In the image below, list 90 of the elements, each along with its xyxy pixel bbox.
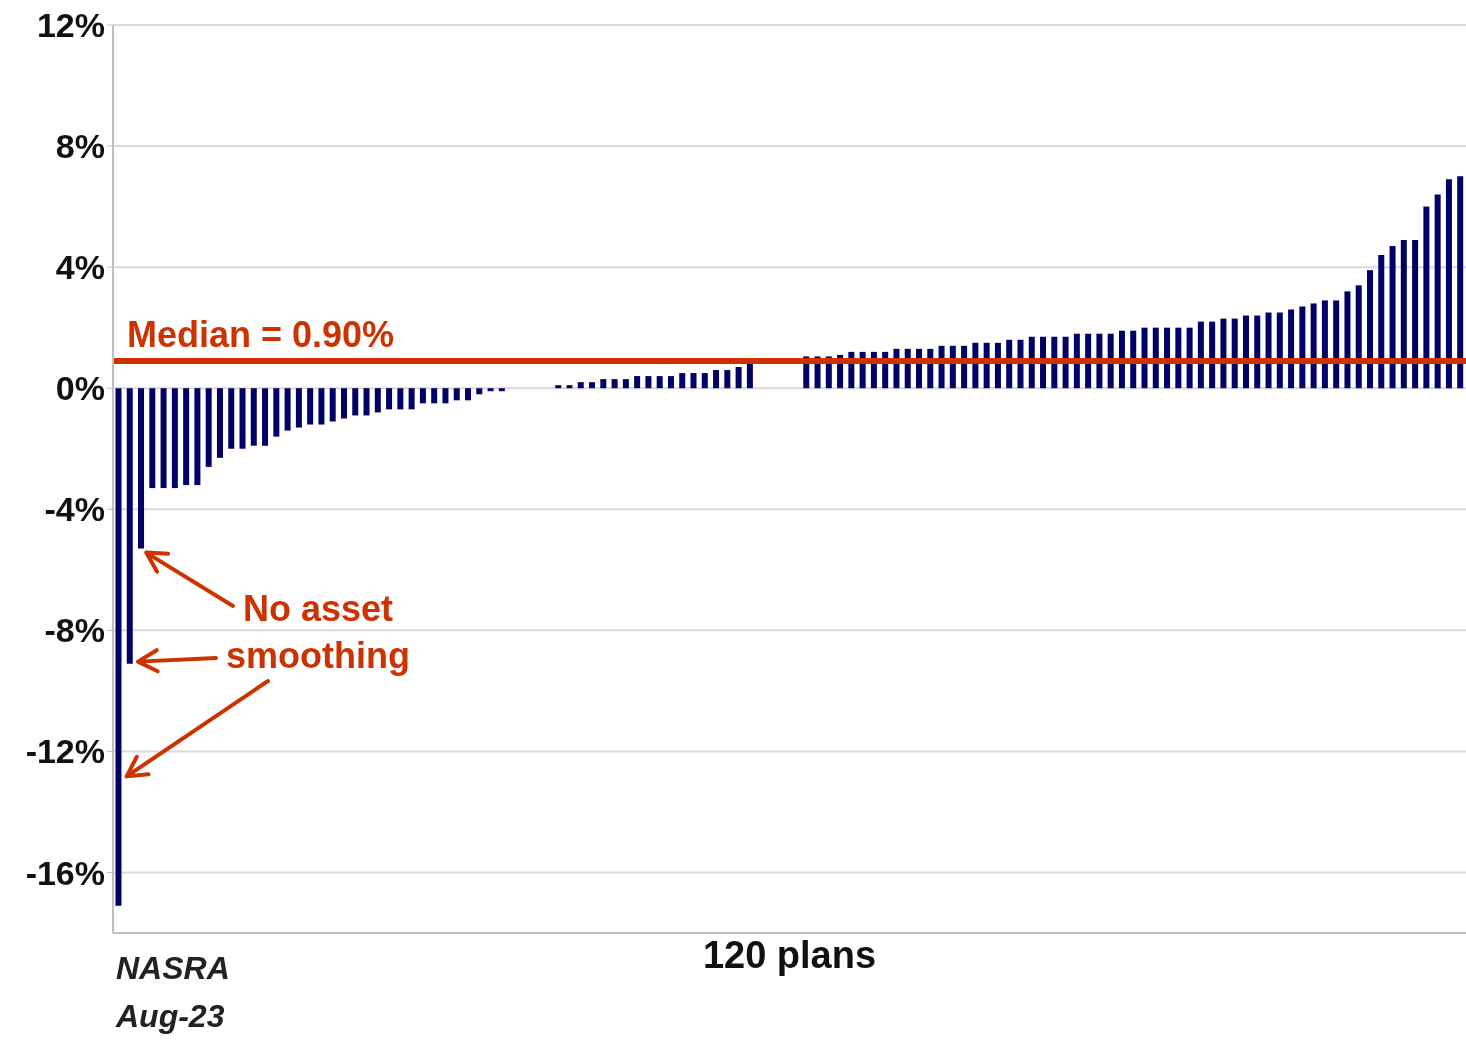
bar xyxy=(1276,312,1283,389)
bar xyxy=(171,388,178,489)
bar xyxy=(566,385,573,389)
bar xyxy=(1242,315,1249,389)
bar xyxy=(622,379,629,389)
bar xyxy=(487,388,494,392)
bar xyxy=(1400,239,1407,389)
bar xyxy=(386,388,393,410)
bar xyxy=(1288,309,1295,389)
bar xyxy=(1367,270,1374,389)
bar xyxy=(498,388,505,392)
bar xyxy=(419,388,426,404)
bar xyxy=(453,388,460,401)
bar xyxy=(1412,239,1419,389)
bar xyxy=(1220,318,1227,389)
bar xyxy=(1299,306,1306,389)
y-tick-label: -12% xyxy=(25,732,105,771)
bar xyxy=(194,388,201,486)
bar xyxy=(701,373,708,389)
bar xyxy=(431,388,438,404)
y-tick-label: 8% xyxy=(55,127,105,166)
bar xyxy=(656,376,663,389)
bar xyxy=(1434,194,1441,389)
bar xyxy=(667,376,674,389)
bar xyxy=(363,388,370,416)
annotation: No asset smoothing xyxy=(225,587,411,678)
bar xyxy=(1344,291,1351,389)
bar xyxy=(262,388,269,446)
ref-line-label: Median = 0.90% xyxy=(127,313,395,355)
bar xyxy=(250,388,257,446)
bar xyxy=(329,388,336,422)
bar xyxy=(205,388,212,467)
bar xyxy=(216,388,223,458)
bar xyxy=(634,376,641,389)
bar xyxy=(397,388,404,410)
bar xyxy=(160,388,167,489)
bar xyxy=(735,367,742,389)
text: Aug-23 xyxy=(116,997,226,1036)
y-tick-label: 0% xyxy=(55,369,105,408)
bar xyxy=(1445,179,1452,389)
bar xyxy=(340,388,347,419)
bar xyxy=(1265,312,1272,389)
bar xyxy=(690,373,697,389)
bar xyxy=(679,373,686,389)
bar xyxy=(555,385,562,389)
bar xyxy=(645,376,652,389)
bar xyxy=(746,363,753,389)
bar xyxy=(724,370,731,389)
y-tick-label: 12% xyxy=(36,6,105,45)
bar xyxy=(1231,318,1238,389)
bar xyxy=(1209,321,1216,389)
bar xyxy=(1457,176,1464,389)
bar xyxy=(1389,245,1396,389)
bar xyxy=(476,388,483,395)
bar xyxy=(1310,303,1317,389)
bar xyxy=(1355,285,1362,389)
y-tick-label: -4% xyxy=(44,490,105,529)
bar xyxy=(239,388,246,449)
bar xyxy=(1333,300,1340,389)
bar xyxy=(442,388,449,404)
bar xyxy=(465,388,472,401)
bar xyxy=(126,388,133,664)
y-tick-label: -8% xyxy=(44,611,105,650)
bar xyxy=(1378,255,1385,389)
bar xyxy=(352,388,359,416)
bar xyxy=(1254,315,1261,389)
bar xyxy=(611,379,618,389)
bar xyxy=(183,388,190,486)
bar xyxy=(115,388,122,906)
bar xyxy=(374,388,381,413)
bar xyxy=(589,382,596,389)
y-tick-label: 4% xyxy=(55,248,105,287)
bar xyxy=(1197,321,1204,389)
bar xyxy=(318,388,325,425)
bar xyxy=(149,388,156,489)
bar xyxy=(138,388,145,549)
bar xyxy=(307,388,314,425)
x-axis-title: 120 plans xyxy=(702,933,877,976)
bar xyxy=(600,379,607,389)
bar xyxy=(284,388,291,431)
bar xyxy=(1423,206,1430,389)
y-tick-label: -16% xyxy=(25,853,105,892)
bar xyxy=(577,382,584,389)
bar xyxy=(1321,300,1328,389)
bar xyxy=(273,388,280,437)
bar xyxy=(713,370,720,389)
text: NASRA xyxy=(116,949,231,988)
bar xyxy=(228,388,235,449)
bar xyxy=(408,388,415,410)
bar xyxy=(295,388,302,428)
